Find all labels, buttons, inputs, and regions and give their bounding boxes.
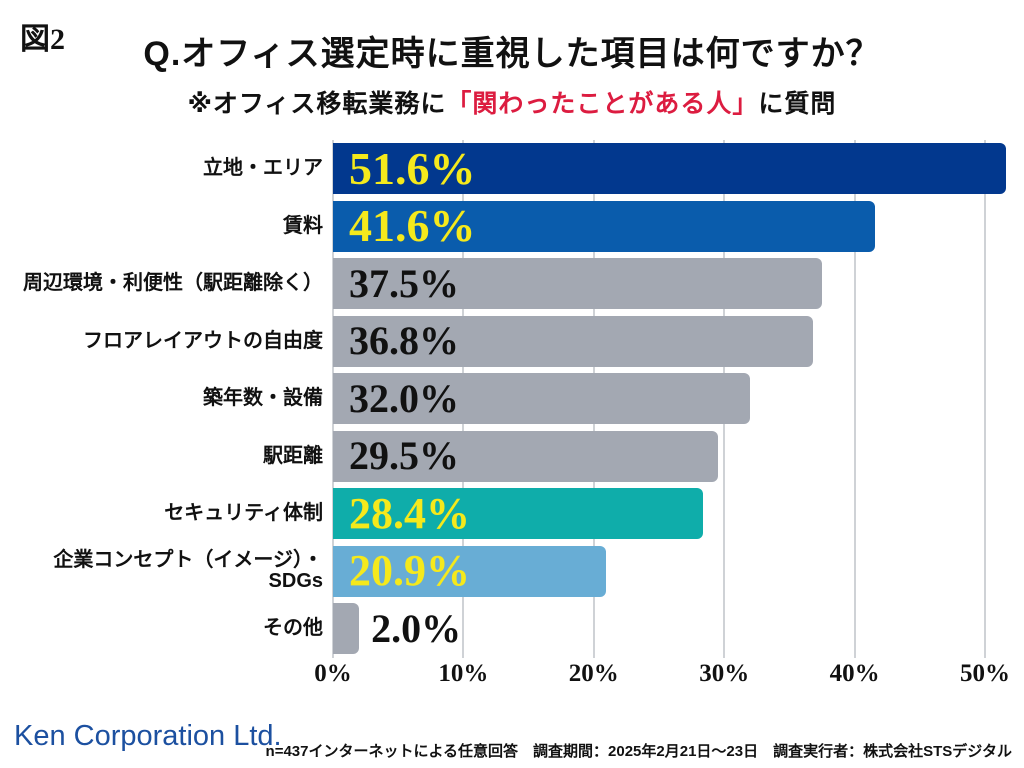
x-tick-label: 0%: [314, 660, 352, 687]
value-label: 20.9%: [349, 546, 470, 596]
category-label: 周辺環境・利便性（駅距離除く）: [23, 272, 323, 295]
bar: [333, 200, 876, 252]
bar-row: フロアレイアウトの自由度 36.8%: [0, 313, 1024, 371]
value-label: 37.5%: [349, 260, 459, 306]
value-label: 2.0%: [371, 605, 462, 651]
figure-label: 図2: [20, 23, 65, 56]
bar: [333, 258, 822, 309]
category-label: 駅距離: [263, 444, 323, 467]
subtitle-suffix: に質問: [758, 90, 837, 118]
bar-chart: 立地・エリア 51.6% 賃料 41.6% 周辺環境・利便性（駅距離除く） 37.5% フロ…: [0, 140, 1024, 658]
x-tick-label: 30%: [699, 660, 750, 687]
x-tick-label: 10%: [438, 660, 489, 687]
bar: [333, 430, 718, 482]
bar: [333, 603, 360, 654]
value-label: 28.4%: [349, 488, 470, 538]
gridline: [984, 140, 986, 658]
subtitle-highlight: 「関わったことがある人」: [446, 90, 759, 118]
category-label: 築年数・設備: [203, 387, 323, 410]
category-label: 企業コンセプト（イメージ）・SDGs: [53, 549, 323, 593]
bar-row: 築年数・設備 32.0%: [0, 370, 1024, 428]
bar: [333, 315, 813, 367]
bar-rows: 立地・エリア 51.6% 賃料 41.6% 周辺環境・利便性（駅距離除く） 37.5% フロ…: [0, 140, 1024, 658]
company-logo: Ken Corporation Ltd.: [14, 720, 282, 752]
value-label: 32.0%: [349, 375, 459, 421]
category-label: フロアレイアウトの自由度: [83, 329, 323, 352]
category-label: 賃料: [283, 214, 323, 237]
gridline: [853, 140, 856, 658]
value-label: 29.5%: [349, 433, 459, 479]
bar-row: セキュリティ体制 28.4%: [0, 485, 1024, 543]
bar-row: その他 2.0%: [0, 600, 1024, 658]
bar-row: 駅距離 29.5%: [0, 428, 1024, 486]
survey-footnote: n=437インターネットによる任意回答 調査期間：2025年2月21日～23日 …: [265, 743, 1012, 760]
x-tick-label: 40%: [829, 660, 880, 687]
bar-row: 賃料 41.6%: [0, 198, 1024, 256]
bar: [333, 143, 1006, 194]
chart-subtitle: ※オフィス移転業務に「関わったことがある人」に質問: [0, 84, 1024, 120]
x-axis: 0% 10% 20% 30% 40% 50%: [314, 660, 1024, 700]
bar: [333, 545, 606, 597]
bar: [333, 373, 751, 424]
bar-row: 企業コンセプト（イメージ）・SDGs 20.9%: [0, 543, 1024, 601]
category-label: 立地・エリア: [203, 157, 323, 180]
value-label: 51.6%: [349, 142, 476, 194]
category-label: その他: [263, 617, 323, 640]
bar-row: 立地・エリア 51.6%: [0, 140, 1024, 198]
chart-title: Q.オフィス選定時に重視した項目は何ですか？: [143, 35, 881, 73]
bar: [333, 488, 704, 539]
x-tick-label: 50%: [960, 660, 1010, 687]
x-tick-label: 20%: [568, 660, 619, 687]
value-label: 41.6%: [349, 200, 476, 252]
bar-row: 周辺環境・利便性（駅距離除く） 37.5%: [0, 255, 1024, 313]
category-label: セキュリティ体制: [164, 502, 323, 525]
subtitle-prefix: ※オフィス移転業務に: [187, 90, 447, 118]
value-label: 36.8%: [349, 318, 459, 364]
